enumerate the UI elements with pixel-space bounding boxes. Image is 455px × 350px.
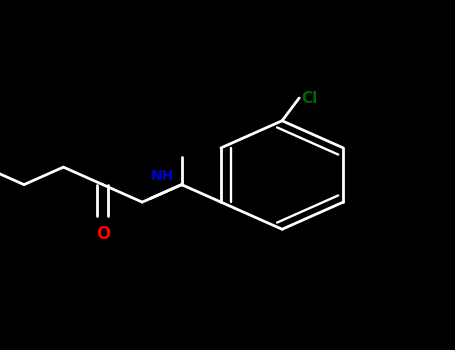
Text: Cl: Cl [301, 91, 318, 105]
Text: NH: NH [150, 169, 173, 183]
Text: O: O [96, 225, 110, 243]
